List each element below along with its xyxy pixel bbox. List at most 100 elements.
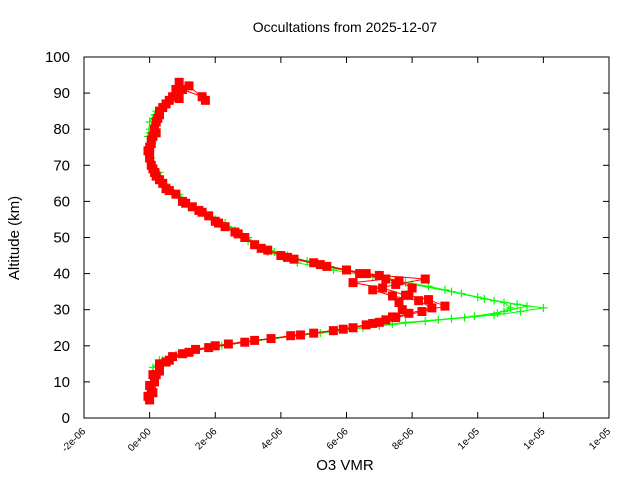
plus-marker [516, 307, 525, 316]
square-marker [174, 94, 184, 104]
red-profiles [143, 77, 450, 405]
y-axis-ticks: 0 10 20 30 40 50 60 70 80 90 100 [45, 49, 609, 427]
square-marker [197, 207, 207, 217]
square-marker [164, 186, 174, 196]
square-marker [368, 285, 378, 295]
square-marker [174, 77, 184, 87]
plus-marker [500, 307, 508, 316]
square-marker [378, 283, 388, 293]
square-marker [146, 139, 156, 149]
square-marker [401, 290, 411, 300]
square-marker [381, 274, 391, 284]
x-tick-label: -2e-06 [60, 426, 89, 455]
square-marker [161, 99, 171, 109]
x-axis-label: O3 VMR [316, 457, 374, 474]
square-marker [256, 243, 266, 253]
plus-marker [506, 303, 515, 312]
y-tick-label: 90 [53, 85, 70, 102]
plus-marker [424, 282, 433, 291]
square-marker [296, 330, 306, 340]
y-tick-label: 80 [53, 121, 70, 138]
square-marker [177, 84, 187, 94]
x-tick-label: 6e-06 [325, 426, 351, 452]
x-tick-label: 1e-05 [587, 426, 613, 452]
square-marker [154, 175, 164, 185]
plus-marker [457, 289, 466, 298]
green-profiles [143, 81, 548, 401]
square-marker [214, 218, 224, 228]
y-tick-label: 0 [62, 410, 70, 427]
square-marker [171, 189, 181, 199]
square-marker [204, 211, 214, 221]
square-marker [427, 303, 437, 313]
x-tick-label: 1e-05 [522, 426, 548, 452]
square-marker [387, 291, 397, 301]
x-tick-label: 2e-06 [194, 426, 220, 452]
square-marker [164, 355, 174, 365]
y-tick-label: 60 [53, 193, 70, 210]
square-marker [184, 347, 194, 357]
y-tick-label: 20 [53, 338, 70, 355]
plus-marker [490, 296, 499, 305]
x-tick-label: 8e-06 [390, 426, 416, 452]
square-marker [338, 324, 348, 334]
y-tick-label: 70 [53, 157, 70, 174]
plus-marker [539, 303, 548, 312]
plus-marker [522, 302, 531, 311]
y-tick-label: 100 [45, 49, 70, 66]
square-marker [348, 278, 358, 288]
square-marker [148, 164, 158, 174]
square-marker [145, 149, 155, 159]
square-marker [368, 318, 378, 328]
square-marker [181, 198, 191, 208]
x-tick-label: 1e-05 [456, 426, 482, 452]
square-marker [342, 265, 351, 275]
square-marker [250, 335, 260, 345]
square-marker [191, 344, 201, 354]
square-marker [168, 92, 178, 102]
square-marker [394, 297, 404, 307]
square-marker [184, 81, 194, 91]
square-marker [171, 84, 181, 94]
data-series-layer [143, 77, 548, 405]
square-marker [154, 366, 164, 376]
y-tick-label: 50 [53, 230, 70, 247]
square-marker [391, 313, 401, 323]
square-marker [414, 296, 424, 306]
square-marker [282, 252, 292, 262]
square-marker [440, 301, 450, 311]
square-marker [154, 110, 164, 120]
square-marker [233, 229, 243, 239]
x-tick-label: 0e+00 [126, 426, 154, 454]
square-marker [355, 269, 365, 279]
square-marker [374, 317, 384, 327]
y-tick-label: 10 [53, 374, 70, 391]
square-marker [177, 349, 187, 359]
square-marker [404, 308, 414, 318]
y-tick-label: 30 [53, 302, 70, 319]
square-marker [374, 270, 384, 280]
square-marker [397, 305, 407, 315]
square-marker [150, 377, 160, 387]
plus-marker [434, 315, 443, 324]
square-marker [151, 128, 161, 138]
y-axis-label: Altitude (km) [6, 196, 23, 280]
plus-marker [490, 311, 499, 320]
square-marker [407, 283, 417, 293]
square-marker [391, 279, 401, 289]
square-marker [145, 395, 155, 405]
square-marker [420, 274, 430, 284]
y-tick-label: 40 [53, 266, 70, 283]
square-marker [210, 341, 220, 351]
square-marker [148, 388, 158, 398]
chart-title: Occultations from 2025-12-07 [253, 19, 438, 35]
square-marker [200, 95, 210, 105]
square-marker [417, 307, 427, 317]
x-axis-ticks: -2e-06 0e+00 2e-06 4e-06 6e-06 8e-06 1e-05 1e-0… [60, 57, 613, 455]
x-tick-label: 4e-06 [259, 426, 285, 452]
square-marker [315, 260, 325, 270]
square-marker [154, 359, 164, 369]
square-marker [424, 295, 434, 305]
plus-marker [470, 312, 479, 321]
